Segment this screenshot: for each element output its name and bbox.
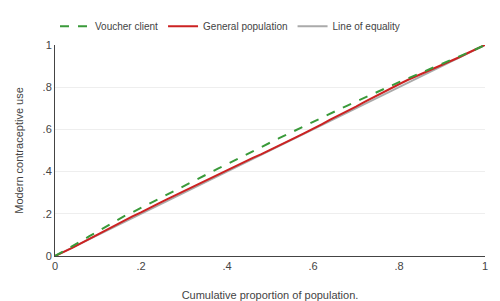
svg-text:.4: .4 — [43, 165, 52, 177]
svg-text:.2: .2 — [43, 208, 52, 220]
svg-text:.6: .6 — [43, 123, 52, 135]
svg-text:0: 0 — [46, 250, 52, 262]
svg-text:.6: .6 — [308, 260, 317, 272]
svg-text:General population: General population — [203, 21, 288, 32]
svg-text:1: 1 — [482, 260, 488, 272]
svg-text:.2: .2 — [136, 260, 145, 272]
svg-text:.4: .4 — [222, 260, 231, 272]
svg-text:.8: .8 — [394, 260, 403, 272]
svg-text:Voucher client: Voucher client — [95, 21, 158, 32]
svg-text:1: 1 — [46, 39, 52, 51]
svg-text:Cumulative proportion of popul: Cumulative proportion of population. — [182, 289, 359, 301]
svg-text:Modern contraceptive use: Modern contraceptive use — [13, 87, 25, 214]
svg-text:Line of equality: Line of equality — [333, 21, 400, 32]
svg-text:0: 0 — [52, 260, 58, 272]
svg-text:.8: .8 — [43, 81, 52, 93]
